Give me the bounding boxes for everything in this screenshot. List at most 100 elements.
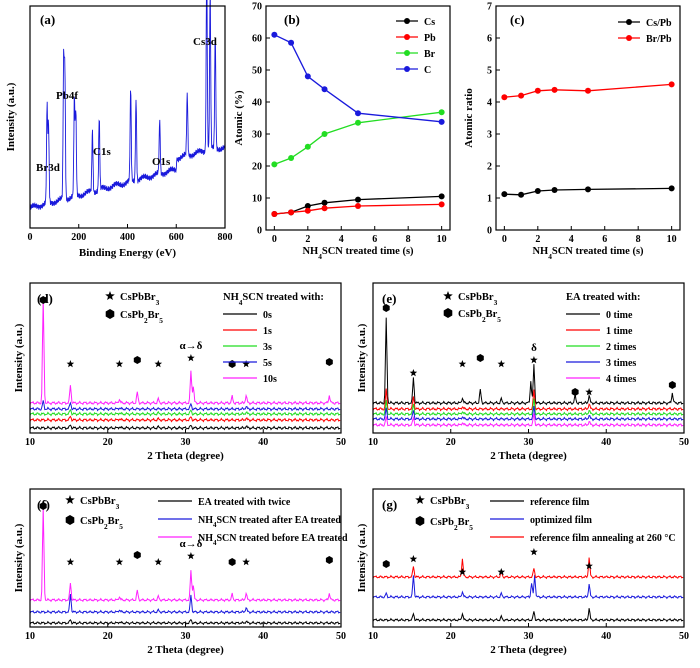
phase-label: CsPb2Br5 [80,516,123,531]
phase-label: CsPbBr3 [458,292,498,307]
star-marker [585,388,593,396]
x-tick-label: 30 [181,437,191,448]
text-span: reference film annealing at 260 °C [530,533,676,544]
text-span: Br [148,310,160,321]
text-span: 10 [252,194,262,205]
subscript: 3 [466,502,470,511]
x-tick-label: 0 [272,234,277,245]
hexagon-marker [382,560,390,568]
text-span: C [424,65,431,76]
y-tick-label: 70 [252,2,262,13]
text-span: Atomic (%) [233,90,245,146]
phase-label: CsPb2Br5 [430,517,473,532]
text-span: 7 [487,2,492,13]
y-tick-label: 20 [252,162,262,173]
text-span: 10 [368,437,378,448]
x-axis-label: NH4SCN treated time (s) [302,246,414,261]
panel-label: (g) [382,497,397,512]
legend-marker [404,66,410,72]
text-span: 4 [339,234,344,245]
xrd-pattern-line [372,413,684,428]
text-span: 0 [487,226,492,237]
plot-frame [265,5,451,231]
text-span: NH [532,246,548,257]
text-span: 30 [524,631,534,642]
legend-label: Br/Pb [646,34,672,45]
data-point [271,31,278,38]
hexagon-marker [571,388,579,396]
y-axis-label: Atomic (%) [233,90,245,146]
hexagon-marker [382,304,390,312]
text-span: 10 [25,631,35,642]
text-span: SCN treated after EA treated [217,515,342,526]
xrd-pattern-line [29,298,341,406]
text-span: Pb [424,33,436,44]
x-tick-label: 30 [181,631,191,642]
text-span: 0 time [606,310,633,321]
x-tick-label: 20 [446,631,456,642]
data-point [288,155,295,161]
text-span: EA treated with twice [198,497,291,508]
text-span: 5s [263,358,272,369]
text-span: 2 Theta (degree) [147,450,224,462]
hexagon-marker [65,515,75,525]
hexagon-marker [443,308,453,318]
legend-marker [626,35,632,41]
x-tick-label: 2 [305,234,310,245]
y-axis-label: Atomic ratio [463,88,475,148]
y-axis-label: Intensity (a.u.) [356,523,368,592]
text-span: CsPbBr [430,496,466,507]
x-tick-label: 0 [502,234,507,245]
y-tick-label: 0 [487,226,492,237]
text-span: 6 [602,234,607,245]
text-span: 40 [258,437,268,448]
plot-frame [29,488,342,628]
subscript: 2 [144,316,148,325]
legend-label: Br [424,49,436,60]
x-tick-label: 200 [71,232,86,243]
text-span: 1s [263,326,272,337]
star-marker [443,291,453,300]
legend-title: EA treated with: [566,292,640,303]
data-point [438,193,445,200]
phase-label: CsPbBr3 [120,292,160,307]
text-span: C1s [93,146,111,158]
data-point [271,161,278,168]
data-point [551,187,558,193]
star-marker [530,356,538,364]
text-span: 1 time [606,326,633,337]
y-tick-label: 6 [487,34,492,45]
phase-label: CsPb2Br5 [120,310,163,325]
data-point [355,196,361,203]
legend-label: EA treated with twice [198,497,291,508]
xrd-pattern-line [372,574,684,600]
text-span: 0 [28,232,33,243]
x-tick-label: 50 [679,437,689,448]
data-point [534,187,541,194]
legend-label: 3 times [606,358,636,369]
text-span: 2 [305,234,310,245]
text-span: CsPb [80,516,104,527]
text-span: Intensity (a.u.) [13,523,25,592]
xrd-pattern-line [372,557,684,580]
text-span: optimized film [530,515,593,526]
x-tick-label: 50 [679,631,689,642]
data-point [501,191,508,198]
text-span: SCN treated with: [242,292,323,303]
subscript: 4 [213,521,217,529]
text-span: 5 [487,66,492,77]
star-marker [154,360,163,368]
data-point [304,143,311,150]
text-span: Cs/Pb [646,18,672,29]
legend-label: 10s [263,374,277,385]
x-tick-label: 40 [601,631,611,642]
star-marker [242,360,250,368]
text-span: CsPbBr [80,496,116,507]
x-tick-label: 10 [25,437,35,448]
x-axis-label: 2 Theta (degree) [147,644,224,656]
text-span: (b) [284,12,300,27]
subscript: 2 [104,522,108,531]
subscript: 4 [548,252,552,261]
text-span: 20 [446,631,456,642]
text-span: 4 [487,98,492,109]
